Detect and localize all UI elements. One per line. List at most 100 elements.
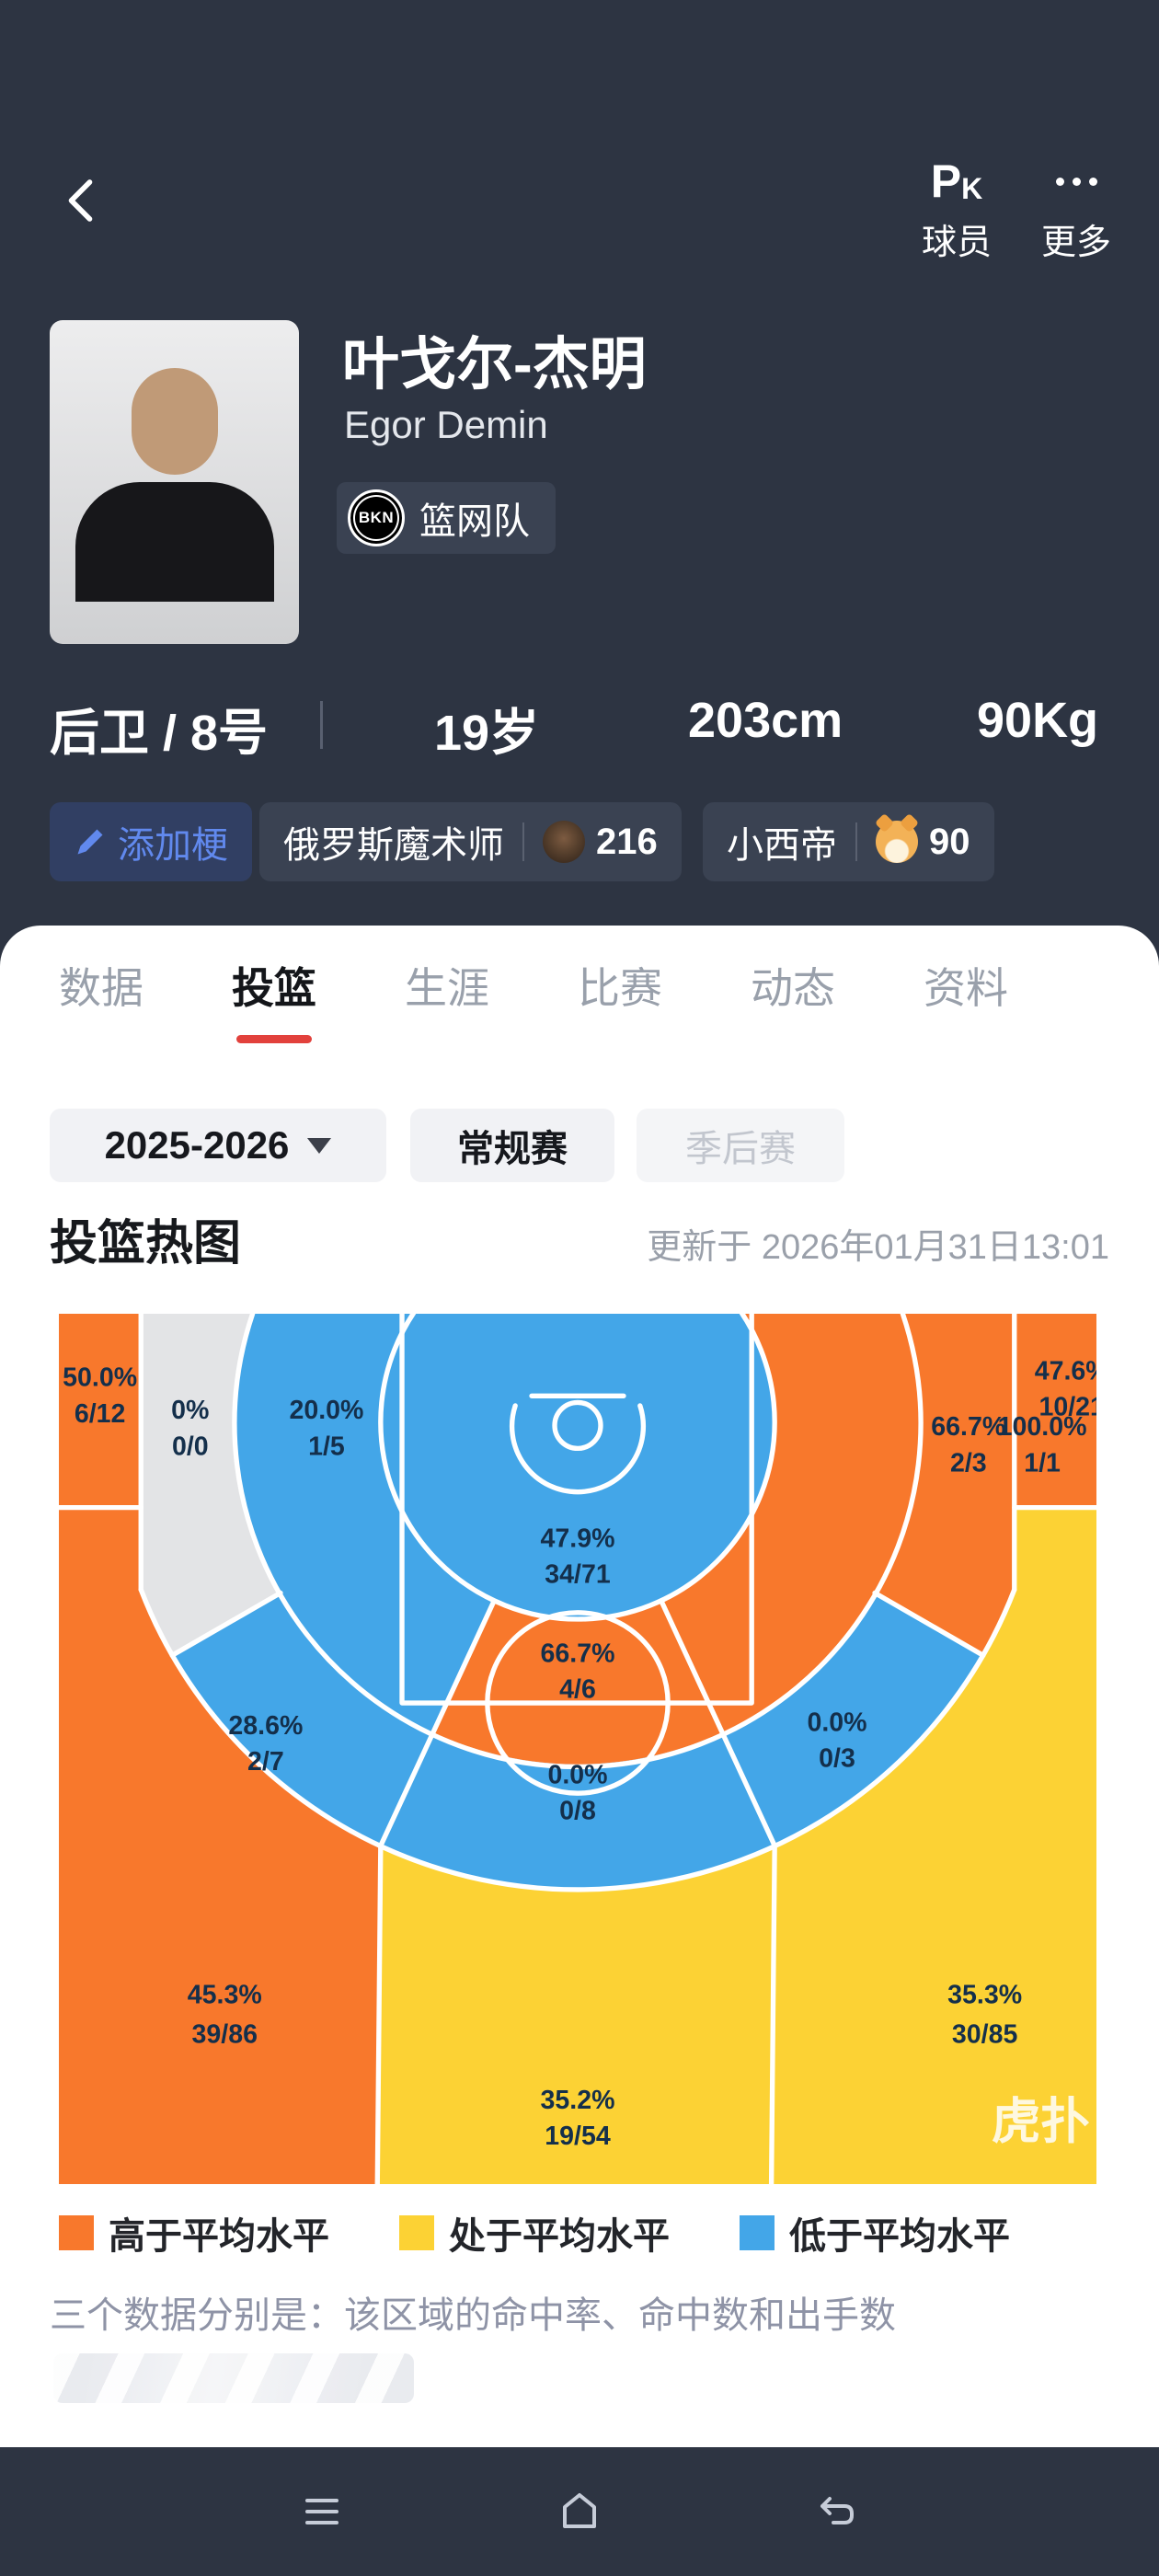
zone-label-frac: 34/71 [545, 1560, 611, 1590]
updated-timestamp: 更新于 2026年01月31日13:01 [647, 1228, 1109, 1267]
zone-top-arc-3 [377, 1846, 775, 2184]
chart-explanation-note: 三个数据分别是：该区域的命中率、命中数和出手数 [50, 2295, 896, 2336]
zone-label-frac: 2/7 [247, 1747, 284, 1777]
zone-left-wing-mid [172, 1593, 433, 1846]
zone-label-frac: 0/3 [819, 1744, 855, 1774]
android-nav-bar [0, 2447, 1159, 2576]
nav-back-button[interactable] [811, 2486, 863, 2537]
court-lines [56, 1222, 1099, 2187]
tab-games[interactable]: 比赛 [578, 964, 662, 1012]
zone-restricted-area-paint [380, 1225, 775, 1619]
player-photo [50, 320, 299, 644]
zone-top-key-mid [380, 1732, 775, 1890]
content-card: 数据 投篮 生涯 比赛 动态 资料 2025-2026 常规赛 季后赛 投篮热图… [0, 926, 1159, 2447]
zone-label-frac: 1/1 [1024, 1448, 1061, 1478]
chevron-down-icon [307, 1137, 332, 1154]
stat-divider [320, 701, 323, 749]
nav-menu-button[interactable] [296, 2486, 348, 2537]
shot-chart: 50.0% 6/12 0% 0/0 20.0% 1/5 47.9% 34/71 … [56, 1222, 1109, 2187]
more-dots-icon [1021, 153, 1131, 210]
zone-label-pct: 66.7% [931, 1412, 1005, 1442]
zone-right-corner-3 [1014, 1314, 1096, 1508]
legend-swatch-yellow [399, 2215, 434, 2250]
zone-label-frac: 1/5 [308, 1432, 345, 1462]
more-button[interactable]: 更多 [1021, 153, 1131, 264]
zone-label-frac: 0/8 [559, 1797, 596, 1826]
team-name: 篮网队 [419, 501, 530, 542]
back-chevron-icon [68, 179, 93, 222]
zone-label-pct: 28.6% [228, 1711, 303, 1741]
legend-item-average: 处于平均水平 [399, 2206, 670, 2260]
tab-news[interactable]: 动态 [751, 964, 835, 1012]
tag-divider [522, 822, 524, 861]
add-meme-button[interactable]: 添加梗 [50, 802, 252, 881]
back-button[interactable] [55, 171, 110, 230]
section-title: 投篮热图 [50, 1217, 242, 1271]
pencil-icon [77, 829, 103, 855]
team-badge[interactable]: BKN 篮网队 [337, 482, 556, 554]
zone-label-pct: 0% [171, 1396, 209, 1425]
legend-label: 处于平均水平 [449, 2216, 670, 2257]
shot-chart-svg: 50.0% 6/12 0% 0/0 20.0% 1/5 47.9% 34/71 … [56, 1222, 1109, 2187]
shiba-icon [876, 821, 918, 863]
tag-label: 俄罗斯魔术师 [283, 825, 504, 866]
zone-label-pct: 35.2% [541, 2086, 615, 2115]
return-arrow-icon [820, 2497, 854, 2524]
meme-face-icon [543, 821, 585, 863]
tab-shooting[interactable]: 投篮 [232, 955, 316, 1043]
menu-icon [305, 2499, 339, 2524]
tab-career[interactable]: 生涯 [405, 964, 489, 1012]
zone-left-corner-3 [59, 1314, 142, 1508]
tab-data[interactable]: 数据 [59, 964, 143, 1012]
pk-label: 球员 [921, 224, 992, 262]
tab-profile[interactable]: 资料 [924, 964, 1008, 1012]
zone-label-frac: 10/21 [1039, 1393, 1096, 1422]
zone-label-frac: 39/86 [192, 2019, 258, 2049]
playoffs-button[interactable]: 季后赛 [637, 1109, 844, 1182]
zone-right-wing-mid [722, 1593, 983, 1846]
zone-label-pct: 45.3% [188, 1981, 262, 2010]
zone-label-frac: 2/3 [950, 1448, 987, 1478]
hupu-watermark: 虎扑 [992, 2095, 1090, 2149]
home-icon [563, 2493, 596, 2528]
zone-label-frac: 19/54 [545, 2122, 611, 2151]
zone-right-wing-3 [771, 1507, 1096, 2184]
zone-right-baseline-mid [875, 1314, 1015, 1656]
zone-label-frac: 30/85 [952, 2019, 1018, 2049]
tag-pill-meme[interactable]: 俄罗斯魔术师 216 [259, 802, 682, 881]
zone-label-pct: 0.0% [807, 1708, 866, 1737]
loading-skeleton-bar [53, 2353, 414, 2403]
hoop-icon [552, 1399, 603, 1452]
stat-weight: 90Kg [977, 693, 1099, 748]
nav-home-button[interactable] [554, 2486, 605, 2537]
player-photo-jersey-silhouette [75, 482, 274, 602]
zone-label-pct: 20.0% [289, 1396, 363, 1425]
tag-divider [855, 822, 857, 861]
stat-height: 203cm [688, 693, 843, 748]
zone-label-pct: 100.0% [998, 1412, 1087, 1442]
zone-right-elbow-mid [661, 1314, 921, 1733]
player-photo-head-silhouette [131, 368, 218, 475]
tag-count: 216 [596, 821, 658, 862]
add-meme-label: 添加梗 [118, 825, 228, 866]
zone-left-wing-3 [59, 1507, 381, 2184]
legend-item-below: 低于平均水平 [740, 2206, 1010, 2260]
more-label: 更多 [1040, 224, 1111, 262]
zone-labels: 50.0% 6/12 0% 0/0 20.0% 1/5 47.9% 34/71 … [63, 1356, 1109, 2151]
regular-season-button[interactable]: 常规赛 [410, 1109, 614, 1182]
tag-count: 90 [929, 821, 970, 862]
legend-swatch-orange [59, 2215, 94, 2250]
zone-left-elbow-mid [235, 1314, 494, 1733]
zone-label-pct: 0.0% [547, 1760, 607, 1789]
zone-label-pct: 50.0% [63, 1363, 137, 1393]
stat-position: 后卫 / 8号 [50, 706, 269, 761]
zone-label-pct: 35.3% [947, 1981, 1022, 2010]
chart-legend: 高于平均水平 处于平均水平 低于平均水平 [59, 2206, 1010, 2260]
season-dropdown[interactable]: 2025-2026 [50, 1109, 386, 1182]
tag-pill-shiba[interactable]: 小西帝 90 [703, 802, 994, 881]
legend-swatch-blue [740, 2215, 775, 2250]
zone-label-frac: 6/12 [75, 1399, 126, 1429]
